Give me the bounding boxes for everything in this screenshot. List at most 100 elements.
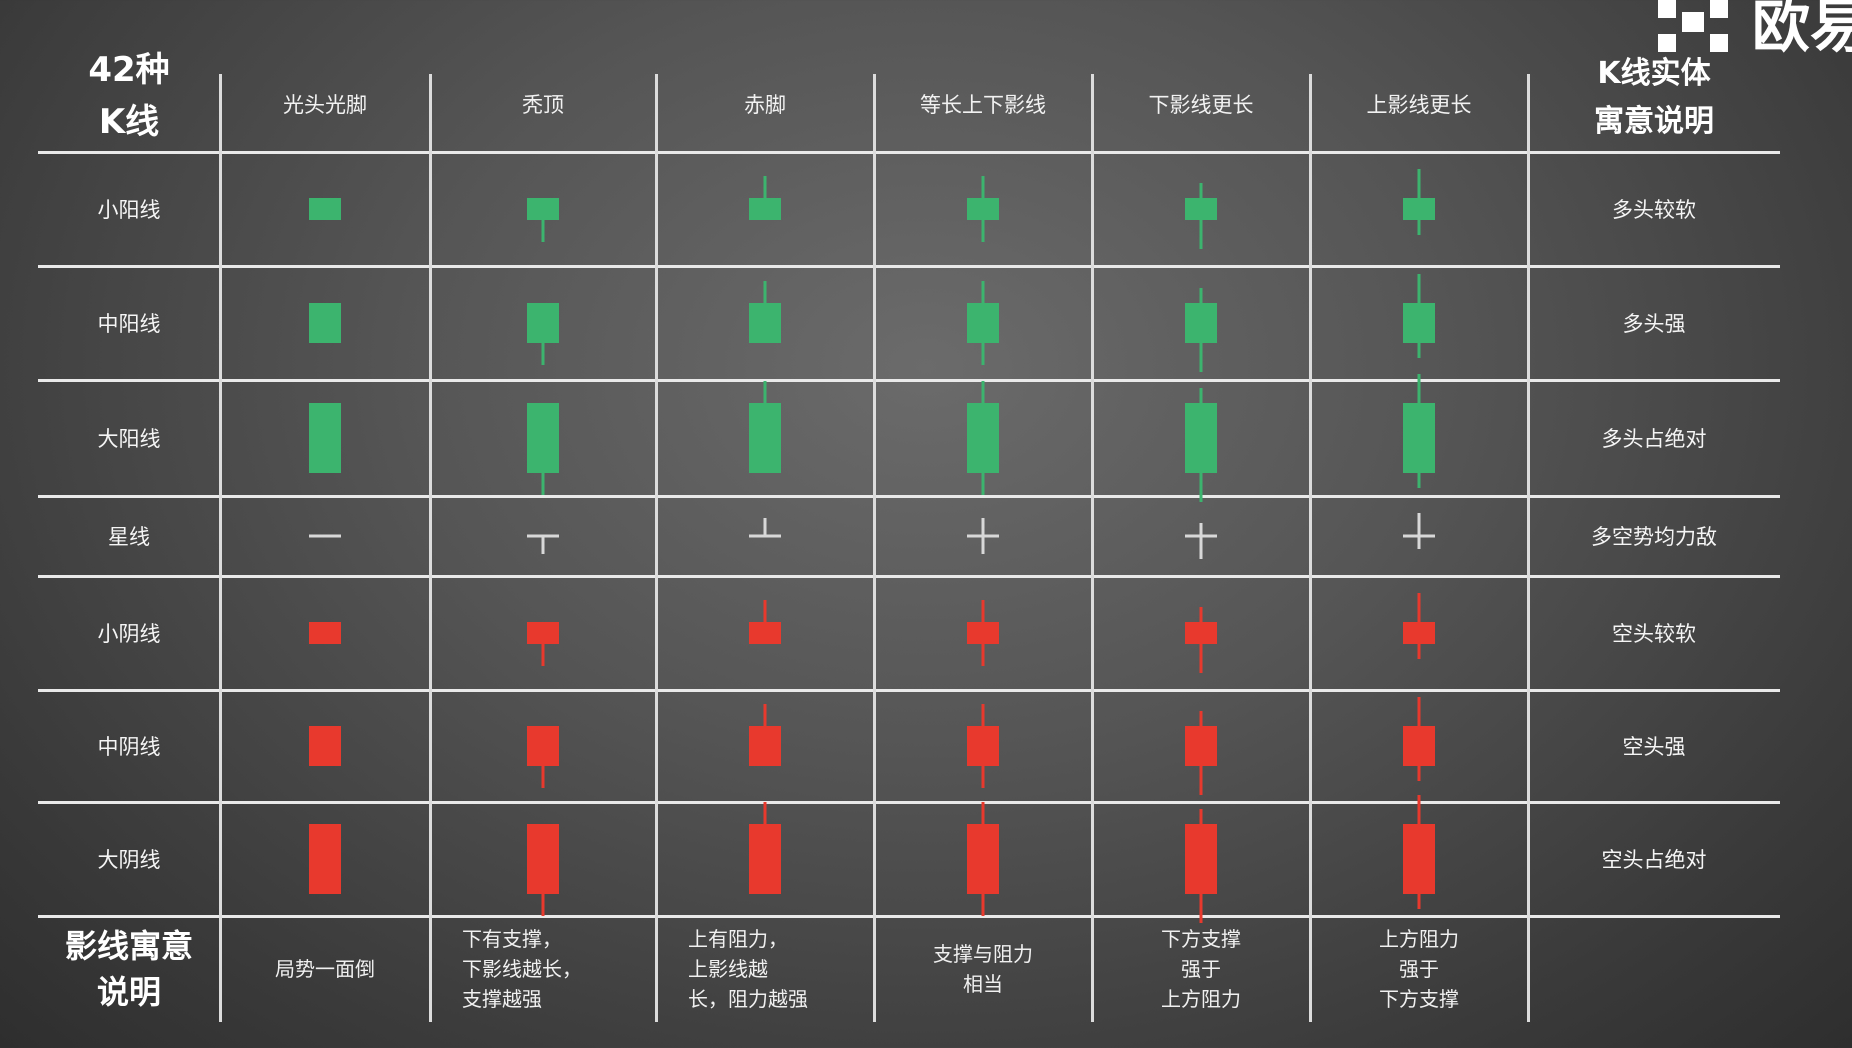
grid-hline [38,379,1780,382]
shadow-note: 局势一面倒 [275,957,375,981]
row-meaning: 空头强 [1622,735,1686,759]
row-label: 小阴线 [97,622,161,646]
candlestick [309,726,341,766]
candle-body [749,726,781,766]
candlestick [1185,607,1217,673]
grid-hline [38,575,1780,578]
candle-body [527,824,559,894]
shadow-note: 支撑与阻力 相当 [933,942,1033,996]
column-header: 下影线更长 [1148,93,1254,117]
candle-body [309,198,341,220]
candlestick [1185,388,1217,502]
candlestick [1403,274,1435,358]
candle-body [749,403,781,473]
candlestick [309,824,341,894]
candle-body [527,198,559,220]
row-meaning: 多头占绝对 [1601,427,1707,451]
candlestick [1185,711,1217,795]
doji-cross [527,534,559,554]
grid-hline [38,915,1780,918]
doji-cross [749,518,781,538]
candlestick [749,176,781,220]
candlestick [309,303,341,343]
candle-body [309,403,341,473]
column-header: 光头光脚 [283,93,367,117]
row-label: 星线 [108,525,150,549]
candlestick [309,622,341,644]
candlestick [309,403,341,473]
candle-body [1185,622,1217,644]
row-label: 小阳线 [97,198,161,222]
row-meaning: 空头占绝对 [1601,848,1707,872]
shadow-note: 上有阻力， 上影线越 长，阻力越强 [688,927,808,1011]
corner-title: 42种 K线 [88,50,170,142]
candle-body [1185,824,1217,894]
candlestick [527,303,559,365]
candle-body [967,622,999,644]
candle-body [309,303,341,343]
candle-body [967,303,999,343]
row-label: 大阳线 [97,427,161,451]
candle-body [749,622,781,644]
candle-body [1185,403,1217,473]
brand-name: 欧易 [1752,0,1852,60]
row-label: 中阳线 [97,312,161,336]
okx-logo-icon [1658,0,1728,52]
doji-cross [967,518,999,554]
candle-body [527,726,559,766]
candlestick [967,281,999,365]
candle-body [1403,303,1435,343]
grid-hline [38,265,1780,268]
candlestick [967,802,999,916]
candle-body [967,403,999,473]
candle-body [309,622,341,644]
candle-body [749,198,781,220]
candle-body [1403,726,1435,766]
candlestick [749,704,781,766]
kline-table: 42种 K线 光头光脚 秃顶 赤脚 等长上下影线 下影线更长 上影线更长 K线实体 寓意说明小… [38,50,1780,1022]
candlestick [1185,809,1217,923]
candle-body [1185,198,1217,220]
candle-body [1185,726,1217,766]
candle-body [309,726,341,766]
candle-body [527,403,559,473]
shadow-note: 下有支撑， 下影线越长， 支撑越强 [462,927,582,1011]
row-label: 大阴线 [97,848,161,872]
doji-cross [1185,523,1217,559]
grid-hline [38,495,1780,498]
grid-hline [38,801,1780,804]
row-meaning: 多空势均力敌 [1591,525,1717,549]
row-label: 中阴线 [97,735,161,759]
shadow-note: 上方阻力 强于 下方支撑 [1379,927,1459,1011]
grid-vline [655,74,658,1022]
grid-vline [1309,74,1312,1022]
candle-body [527,303,559,343]
candlestick [527,198,559,242]
candle-body [309,824,341,894]
row-meaning: 多头较软 [1612,198,1696,222]
shadow-row-label: 影线寓意 说明 [64,927,193,1011]
candle-body [1403,622,1435,644]
shadow-note: 下方支撑 强于 上方阻力 [1161,927,1241,1011]
candlestick [967,704,999,788]
candle-body [1403,824,1435,894]
candlestick [967,176,999,242]
doji-cross [1403,513,1435,549]
candlestick [1403,697,1435,781]
candlestick [1403,593,1435,659]
candlestick [1185,288,1217,372]
candle-body [967,726,999,766]
grid-hline [38,151,1780,154]
candlestick [1403,795,1435,909]
candle-body [1185,303,1217,343]
grid-vline [1091,74,1094,1022]
candlestick [967,381,999,495]
candle-body [967,824,999,894]
candlestick [749,381,781,473]
grid-vline [429,74,432,1022]
candle-body [527,622,559,644]
grid-hline [38,689,1780,692]
candlestick [527,824,559,916]
candlestick [749,600,781,644]
row-meaning: 多头强 [1622,312,1686,336]
